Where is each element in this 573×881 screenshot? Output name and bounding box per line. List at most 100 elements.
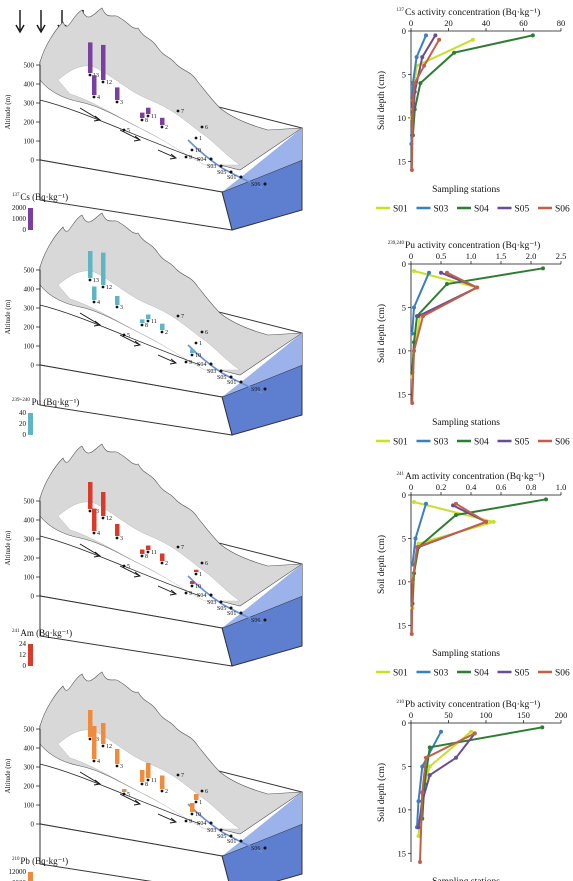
legend-entry-S06: S06: [555, 669, 570, 679]
y-tick-label: 5: [402, 761, 406, 771]
hill-site-dot: [176, 545, 180, 549]
data-point-S03: [412, 305, 416, 310]
data-point-S06: [410, 401, 415, 405]
hill-site-dot: [160, 789, 164, 793]
river-site-dot: [263, 618, 267, 622]
x-tick-label: 60: [519, 18, 528, 28]
series-legend: S01 S03 S04 S05 S06: [376, 205, 570, 215]
lake-surface: [222, 128, 302, 192]
activity-bar-site-12: [101, 723, 106, 744]
activity-bar-site-4: [92, 508, 97, 531]
data-point-S01: [412, 268, 416, 273]
altitude-tick-label: 500: [24, 498, 35, 506]
data-point-S05: [451, 503, 455, 508]
hill-site-label: 11: [151, 550, 157, 556]
altitude-axis-title: Altitude (m): [4, 758, 12, 793]
y-axis-title: Soil depth (cm): [376, 535, 387, 594]
river: [187, 139, 263, 189]
hill-site-label: 4: [97, 300, 100, 306]
chart-title-text: Pb activity concentration (Bq·kg⁻¹): [405, 699, 540, 710]
river-site-label: S01: [227, 611, 236, 617]
hill-site-label: 13: [93, 278, 99, 284]
legend-tick-label: 12: [19, 651, 27, 659]
river-site-dot: [219, 600, 223, 604]
hill-site-label: 1: [199, 341, 202, 347]
y-tick-label: 10: [398, 805, 407, 815]
series-S06: [410, 270, 480, 405]
altitude-axis-title: Altitude (m): [4, 94, 12, 129]
hill-site-label: 2: [165, 125, 168, 131]
y-tick-label: 5: [402, 533, 406, 543]
y-tick-label: 0: [402, 718, 406, 728]
legend-entry-S03: S03: [434, 205, 449, 215]
data-point-S04: [544, 497, 548, 502]
altitude-tick-label: 400: [24, 286, 35, 294]
block-bottom-face: [39, 364, 233, 436]
data-point-S05: [416, 314, 421, 319]
runoff-arrowhead: [169, 589, 178, 596]
runoff-arrowhead: [133, 340, 142, 347]
hill-site-dot: [88, 278, 92, 282]
river-site-dot: [263, 182, 267, 186]
x-tick-label: 100: [480, 710, 493, 720]
hill-site-dot: [190, 353, 194, 357]
activity-bar-site-5: [122, 789, 127, 792]
y-axis-title: Soil depth (cm): [376, 304, 387, 363]
chart-title-mass: 239,240: [388, 241, 405, 246]
river-site-label: S01: [227, 175, 236, 181]
hill-site-dot: [140, 118, 144, 122]
hill-site-dot: [160, 561, 164, 565]
legend-tick-label: 20: [19, 420, 27, 428]
x-axis-title: Sampling stations: [432, 185, 500, 195]
x-tick-label: 150: [517, 710, 530, 720]
chart-title: 239,240 Pu activity concentration (Bq·kg⁻…: [388, 240, 541, 251]
legend-tick-label: 2000: [12, 204, 27, 212]
slope-line: [39, 535, 201, 597]
activity-bar-site-13: [88, 42, 93, 73]
hill-site-label: 7: [181, 109, 184, 115]
legend-entry-S01: S01: [393, 438, 408, 448]
data-point-S01: [427, 764, 432, 769]
hill-site-dot: [88, 73, 92, 77]
river-site-label: S06: [251, 182, 260, 188]
activity-bar-site-2: [160, 775, 165, 789]
chart-title-mass: 241: [397, 472, 405, 477]
hill-site-dot: [176, 314, 180, 318]
hill-site-label: 9: [189, 819, 192, 825]
altitude-tick-label: 200: [24, 555, 35, 563]
river-site-dot: [229, 375, 233, 379]
x-tick-label: 0.6: [496, 482, 507, 492]
y-tick-label: 15: [398, 389, 407, 399]
x-axis-title: Sampling stations: [432, 418, 500, 428]
runoff-arrow: [119, 793, 141, 805]
y-tick-label: 15: [398, 156, 407, 166]
x-tick-label: 50: [444, 710, 453, 720]
activity-bar-site-8: [140, 112, 145, 118]
activity-bar-site-11: [146, 107, 151, 114]
river-site-label: S05: [217, 375, 226, 381]
hill-site-dot: [115, 100, 119, 104]
data-point-S05: [416, 825, 421, 830]
hill-site-dot: [101, 516, 105, 520]
block-bottom-face: [39, 595, 233, 667]
hill-site-dot: [140, 323, 144, 327]
altitude-tick-label: 300: [24, 764, 35, 772]
river-site-dot: [263, 387, 267, 391]
runoff-arrow: [79, 107, 101, 121]
lake-surface: [222, 792, 302, 856]
x-tick-label: 0.4: [466, 482, 477, 492]
data-point-S05: [454, 755, 458, 760]
legend-entry-S03: S03: [434, 438, 449, 448]
x-tick-label: 1.0: [556, 482, 567, 492]
activity-bar-site-11: [146, 314, 151, 319]
hill-site-dot: [184, 591, 188, 595]
x-tick-label: 200: [555, 710, 568, 720]
river: [187, 575, 263, 625]
activity-bar-site-10: [190, 581, 195, 584]
data-point-S06: [475, 285, 479, 290]
legend-bar: [28, 413, 33, 435]
hill-site-dot: [184, 360, 188, 364]
data-point-S01: [469, 729, 473, 734]
chart-title-text: Cs activity concentration (Bq·kg⁻¹): [405, 7, 540, 18]
